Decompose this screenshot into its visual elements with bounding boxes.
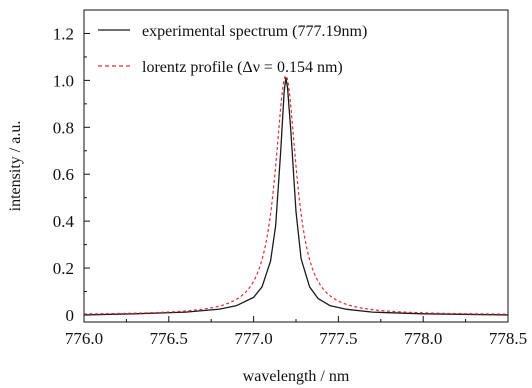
x-tick-label: 777.5 — [319, 329, 357, 348]
x-tick-label: 778.5 — [489, 329, 527, 348]
series-line-lorentz — [84, 74, 509, 315]
series-layer — [83, 74, 509, 316]
y-axis-ticks: 0 0.2 0.4 0.6 0.8 1.0 1.2 — [53, 24, 90, 325]
y-tick-label: 1.2 — [53, 24, 74, 43]
y-tick-label: 1.0 — [53, 71, 74, 90]
x-tick-label: 776.0 — [65, 329, 103, 348]
y-tick-label: 0.8 — [53, 118, 74, 137]
legend-label-experimental: experimental spectrum (777.19nm) — [142, 23, 367, 40]
legend-label-lorentz: lorentz profile (Δν = 0.154 nm) — [142, 59, 343, 76]
x-tick-label: 778.0 — [404, 329, 442, 348]
series-line-experimental — [83, 77, 509, 316]
legend: experimental spectrum (777.19nm) lorentz… — [98, 23, 367, 76]
x-axis-label: wavelength / nm — [243, 368, 350, 385]
plot-area: 0 0.2 0.4 0.6 0.8 1.0 1.2 776.0 776.5 777.0 777.5… — [53, 9, 527, 348]
x-axis-ticks: 776.0 776.5 777.0 777.5 778.0 778.5 — [65, 316, 527, 348]
y-tick-label: 0 — [66, 306, 75, 325]
y-tick-label: 0.6 — [53, 165, 74, 184]
y-tick-label: 0.2 — [53, 259, 74, 278]
x-tick-label: 776.5 — [150, 329, 188, 348]
x-tick-label: 777.0 — [234, 329, 272, 348]
y-axis-label: intensity / a.u. — [7, 121, 24, 212]
y-tick-label: 0.4 — [53, 212, 75, 231]
